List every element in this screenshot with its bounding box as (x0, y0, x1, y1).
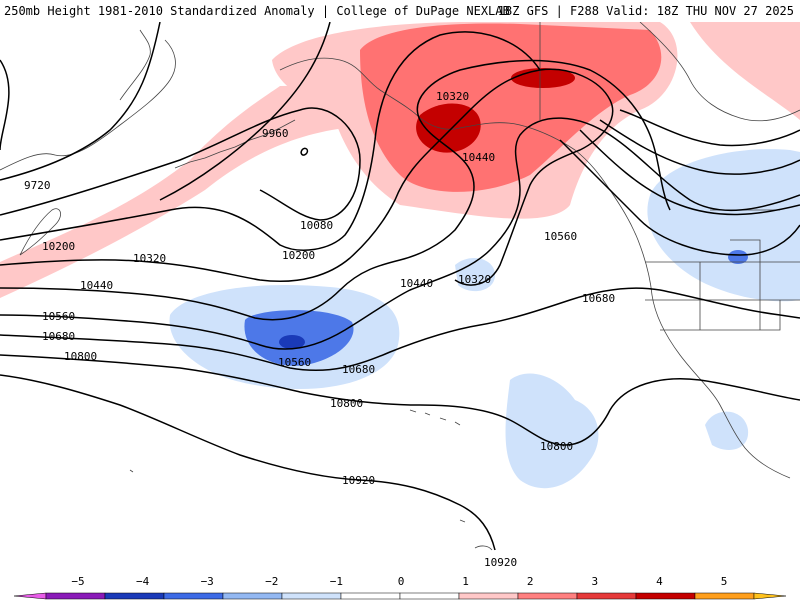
contour-label: 10680 (42, 330, 75, 343)
contour-labels: 9720 9960 10080 10200 10200 10320 10320 … (24, 90, 615, 569)
contour-10560 (0, 117, 800, 350)
contour-label: 10680 (342, 363, 375, 376)
contour-10080 (0, 107, 361, 221)
negative-anomaly-pacific-core (279, 335, 305, 349)
contour-label: 10800 (64, 350, 97, 363)
colorbar-tick-label: −2 (265, 575, 278, 588)
contour-label: 10440 (462, 151, 495, 164)
contour-10320 (0, 68, 614, 286)
contour-label: 10920 (342, 474, 375, 487)
asia-coastline (0, 39, 176, 171)
contour-label: 10680 (582, 292, 615, 305)
colorbar-segment (694, 592, 755, 600)
colorbar-tick-label: 3 (591, 575, 598, 588)
colorbar-tick-label: −5 (71, 575, 84, 588)
contour-label: 10800 (540, 440, 573, 453)
colorbar: −5 −4 −3 −2 −1 0 1 2 3 4 5 (13, 575, 787, 600)
contour-label: 10320 (458, 273, 491, 286)
contour-label: 10080 (300, 219, 333, 232)
canada-coastline (639, 22, 800, 122)
colorbar-tick-label: 0 (398, 575, 405, 588)
contour-10680 (0, 287, 800, 371)
negative-anomaly-small-patch (455, 257, 495, 292)
contour-label: 10560 (42, 310, 75, 323)
anomaly-map[interactable]: 9720 9960 10080 10200 10200 10320 10320 … (0, 22, 800, 572)
height-contours (0, 22, 800, 551)
colorbar-segment (576, 592, 637, 600)
contour-canada-trough (559, 109, 800, 256)
contour-label: 10200 (282, 249, 315, 262)
model-valid-time: 18Z GFS | F288 Valid: 18Z THU NOV 27 202… (497, 4, 794, 18)
colorbar-segment (104, 592, 165, 600)
negative-anomaly-baja (705, 411, 749, 450)
colorbar-segment (222, 592, 283, 600)
us-states-grid (645, 209, 800, 331)
contour-10800 (0, 354, 800, 446)
negative-anomaly-subtropical (505, 373, 599, 489)
colorbar-tick-label: −4 (136, 575, 150, 588)
negative-anomaly-north-america (647, 149, 800, 302)
contour-label: 10320 (436, 90, 469, 103)
kamchatka-coastline (119, 29, 151, 101)
colorbar-tick-label: −1 (330, 575, 343, 588)
contour-label: 10200 (42, 240, 75, 253)
negative-anomaly-na-core (728, 250, 748, 264)
colorbar-ticks: −5 −4 −3 −2 −1 0 1 2 3 4 5 (71, 575, 727, 588)
contour-10200 (0, 31, 541, 251)
positive-anomaly-canada (690, 22, 800, 120)
colorbar-arrow-low (13, 592, 47, 600)
colorbar-segment (45, 592, 106, 600)
colorbar-segments (13, 592, 787, 600)
coastlines (0, 22, 800, 551)
contour-label: 9720 (24, 179, 51, 192)
contour-10920 (0, 374, 496, 551)
contour-label: 10920 (484, 556, 517, 569)
colorbar-arrow-high (753, 592, 787, 600)
positive-anomaly-jet-band (0, 85, 345, 298)
contour-10440 (0, 59, 671, 321)
colorbar-segment (458, 592, 519, 600)
contour-small-closed (300, 147, 309, 156)
map-title: 250mb Height 1981-2010 Standardized Anom… (4, 4, 510, 18)
colorbar-segment (163, 592, 224, 600)
colorbar-segment (399, 592, 460, 600)
contour-label: 10560 (278, 356, 311, 369)
japan-coastline (19, 208, 61, 256)
colorbar-segment (517, 592, 578, 600)
colorbar-tick-label: 4 (656, 575, 663, 588)
contour-label: 10440 (80, 279, 113, 292)
contour-label: 9960 (262, 127, 289, 140)
contour-9720 (0, 22, 161, 181)
anomaly-shading (0, 22, 800, 489)
contour-label: 10800 (330, 397, 363, 410)
colorbar-tick-label: 5 (721, 575, 728, 588)
bc-coastline (609, 189, 791, 479)
colorbar-tick-label: 1 (462, 575, 469, 588)
contour-label: 10440 (400, 277, 433, 290)
colorbar-segment (340, 592, 401, 600)
aleutian-islands (174, 119, 296, 169)
hawaii-islands (409, 409, 461, 426)
contour-label: 10560 (544, 230, 577, 243)
contour-label: 10320 (133, 252, 166, 265)
pacific-islands (129, 469, 493, 551)
colorbar-tick-label: −3 (201, 575, 214, 588)
alaska-coastline (279, 57, 611, 191)
map-header: 250mb Height 1981-2010 Standardized Anom… (0, 0, 800, 22)
colorbar-tick-label: 2 (527, 575, 534, 588)
colorbar-segment (281, 592, 342, 600)
colorbar-segment (635, 592, 696, 600)
